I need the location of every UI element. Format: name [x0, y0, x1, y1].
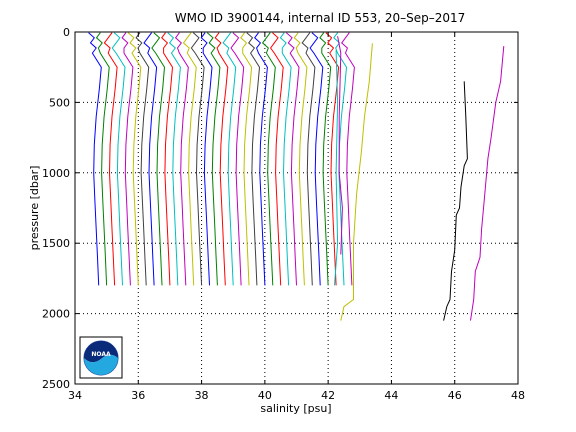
- y-tick-label: 1500: [42, 237, 70, 250]
- profile-line: [279, 32, 292, 286]
- profile-line: [230, 32, 245, 286]
- profile-line: [206, 32, 221, 286]
- profile-line: [190, 32, 205, 286]
- profile-line: [135, 32, 150, 286]
- profile-line: [174, 32, 189, 286]
- x-tick-label: 44: [384, 389, 398, 402]
- profile-line: [286, 32, 300, 286]
- y-axis-label: pressure [dbar]: [28, 166, 41, 251]
- profile-line-offset: [340, 43, 373, 321]
- profile-line: [111, 32, 126, 286]
- noaa-logo: NOAA: [79, 336, 123, 379]
- profile-line: [240, 32, 253, 286]
- profile-line: [222, 32, 237, 286]
- profile-line: [127, 32, 142, 286]
- profile-line: [301, 32, 316, 286]
- y-tick-label: 2000: [42, 308, 70, 321]
- profile-line: [261, 32, 276, 286]
- profile-line: [325, 32, 340, 286]
- x-tick-label: 36: [131, 389, 145, 402]
- profile-line: [269, 32, 284, 286]
- y-tick-label: 500: [49, 96, 70, 109]
- profile-line: [246, 32, 261, 286]
- profile-line-offset: [443, 81, 468, 321]
- profile-line-offset: [470, 46, 505, 321]
- profile-line: [88, 32, 102, 286]
- profile-line: [254, 32, 268, 286]
- profile-line: [182, 32, 197, 286]
- x-axis-label: salinity [psu]: [260, 402, 331, 415]
- logo-lower: [84, 354, 118, 375]
- profile-line: [214, 32, 229, 286]
- profile-line: [341, 32, 355, 286]
- profile-line: [95, 32, 110, 286]
- profile-line: [200, 32, 213, 286]
- profile-line: [293, 32, 308, 286]
- x-tick-label: 46: [448, 389, 462, 402]
- grid-lines: [75, 32, 518, 384]
- profile-line: [151, 32, 166, 286]
- y-tick-label: 2500: [42, 378, 70, 391]
- profile-line: [161, 32, 174, 286]
- profile-line: [103, 32, 118, 286]
- y-tick-label: 1000: [42, 167, 70, 180]
- axis-ticks: 34 36 38 40 42 44 46 48 0 500 1000 1500 2000 2500: [42, 26, 525, 402]
- profile-line-offset: [337, 36, 343, 255]
- plot-area: 34 36 38 40 42 44 46 48 0 500 1000 1500 2000 2500: [42, 26, 525, 402]
- x-tick-label: 34: [68, 389, 82, 402]
- logo-text: NOAA: [91, 351, 111, 358]
- profile-line-offset: [334, 50, 339, 286]
- chart-title: WMO ID 3900144, internal ID 553, 20–Sep–…: [175, 11, 466, 25]
- x-tick-label: 38: [195, 389, 209, 402]
- x-tick-label: 40: [258, 389, 272, 402]
- profile-line: [309, 32, 324, 286]
- plot-frame: [74, 31, 519, 385]
- x-tick-label: 42: [321, 389, 335, 402]
- profile-line: [167, 32, 181, 286]
- profile-line: [121, 32, 134, 286]
- y-tick-label: 0: [63, 26, 70, 39]
- plot-background: [75, 32, 518, 384]
- profile-line: [319, 32, 332, 286]
- x-tick-label: 48: [511, 389, 525, 402]
- series-layer: [88, 32, 505, 321]
- profile-line: [143, 32, 158, 286]
- logo-upper: [84, 341, 118, 363]
